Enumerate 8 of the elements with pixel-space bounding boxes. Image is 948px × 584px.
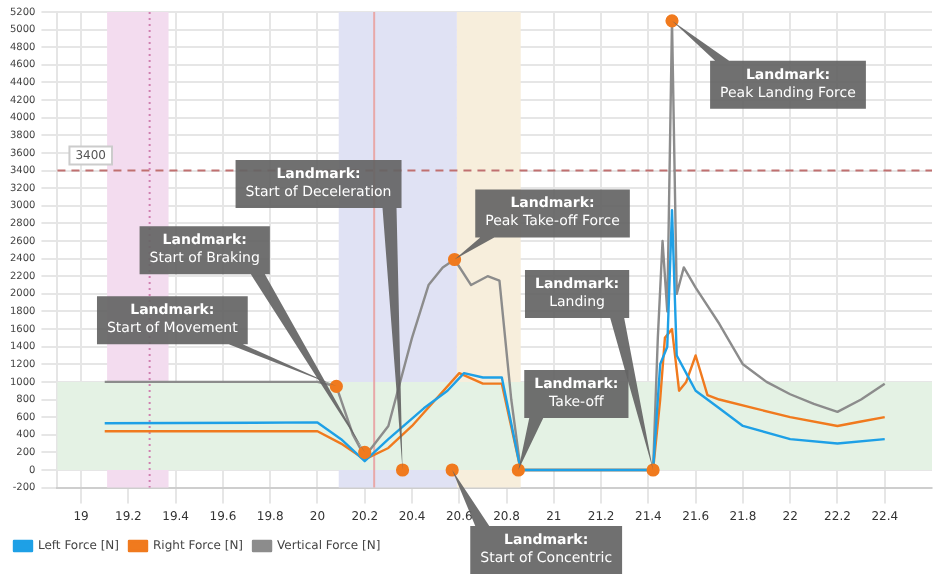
point — [395, 463, 410, 477]
point — [329, 379, 343, 393]
point — [646, 463, 660, 477]
point — [358, 445, 372, 459]
point — [447, 252, 462, 267]
point — [665, 14, 679, 28]
point — [511, 463, 525, 477]
point — [445, 463, 459, 477]
